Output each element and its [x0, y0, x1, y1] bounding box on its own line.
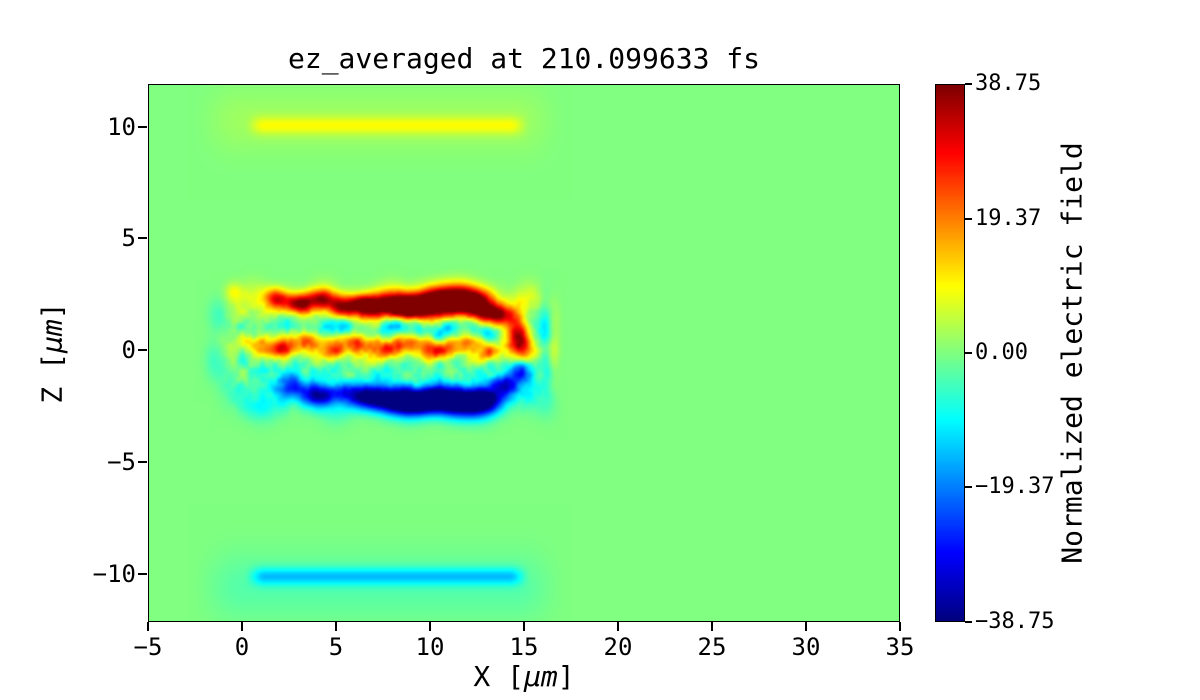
y-tick-label: −10	[92, 559, 136, 588]
x-tick-label: 20	[603, 633, 633, 661]
y-tick-label: 5	[121, 224, 136, 253]
x-axis-label-prefix: X [	[473, 660, 524, 693]
x-tick-mark	[711, 622, 713, 631]
x-axis-label-suffix: ]	[557, 660, 575, 693]
x-axis-label: X [μm]	[148, 660, 900, 693]
y-tick-mark	[138, 349, 147, 352]
y-tick-mark	[138, 461, 147, 464]
y-tick-label: 0	[121, 336, 136, 365]
x-tick-label: 15	[509, 633, 539, 661]
plot-title: ez_averaged at 210.099633 fs	[287, 42, 760, 75]
x-tick-mark	[429, 622, 431, 631]
colorbar-tick-mark	[965, 83, 972, 85]
x-tick-mark	[805, 622, 807, 631]
y-tick-label: −5	[107, 448, 136, 477]
x-tick-label: 0	[234, 633, 250, 661]
x-tick-label: 5	[328, 633, 344, 661]
x-tick-label: −5	[133, 633, 163, 661]
y-tick-label: 10	[107, 112, 136, 141]
x-tick-mark	[335, 622, 337, 631]
heatmap-canvas	[149, 85, 899, 621]
y-tick-mark	[138, 237, 147, 240]
colorbar-tick-mark	[965, 352, 972, 354]
colorbar-canvas	[936, 85, 964, 621]
y-tick-mark	[138, 572, 147, 575]
x-tick-mark	[899, 622, 901, 631]
x-tick-label: 10	[415, 633, 445, 661]
colorbar-tick-mark	[965, 217, 972, 220]
x-tick-label: 35	[885, 633, 915, 661]
x-axis-label-unit: μm	[524, 660, 558, 693]
x-tick-mark	[147, 622, 149, 631]
colorbar-tick-label: 19.37	[975, 205, 1042, 231]
colorbar-tick-label: 0.00	[975, 340, 1028, 365]
x-tick-mark	[617, 622, 619, 631]
colorbar	[935, 84, 965, 622]
colorbar-tick-mark	[965, 621, 972, 623]
colorbar-tick-label: −19.37	[975, 474, 1055, 500]
colorbar-tick-mark	[965, 486, 972, 489]
x-tick-label: 25	[697, 633, 727, 661]
y-axis-label-suffix: ]	[35, 302, 69, 320]
colorbar-tick-label: 38.75	[975, 71, 1042, 96]
x-tick-label: 30	[791, 633, 821, 661]
x-tick-mark	[241, 622, 243, 631]
x-tick-mark	[523, 622, 525, 631]
plot-area	[148, 84, 900, 622]
y-tick-mark	[138, 125, 147, 128]
colorbar-tick-label: −38.75	[975, 609, 1055, 634]
